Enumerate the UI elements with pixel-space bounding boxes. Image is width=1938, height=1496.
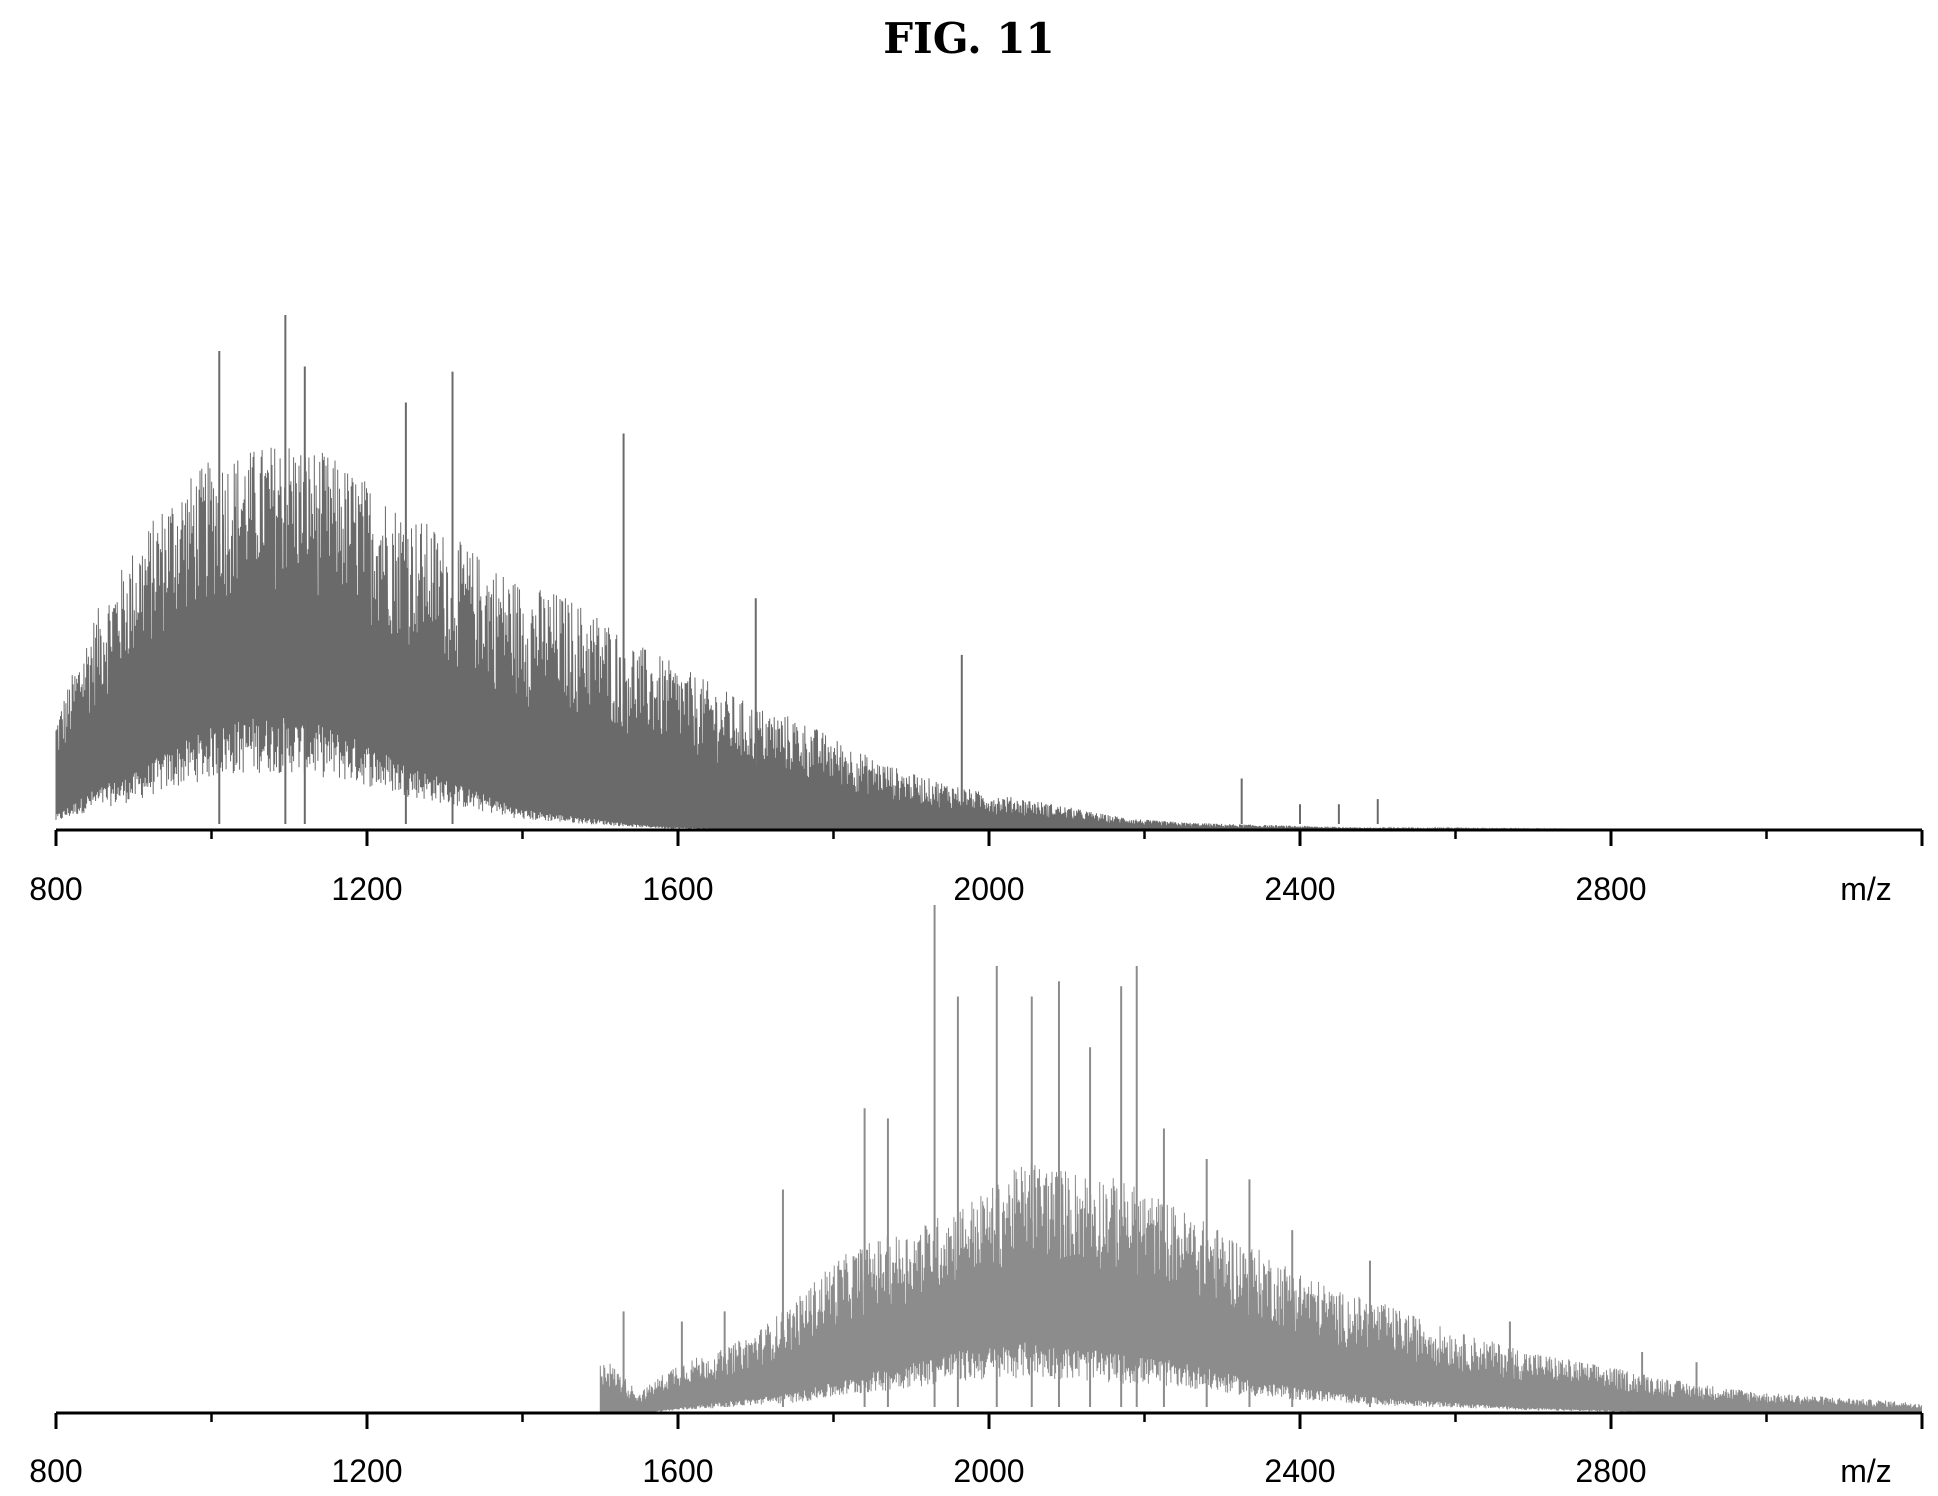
spectrum-panel-top: 800 1200 1600 2000 2400 2800 m/z [29, 315, 1924, 907]
x-tick-label: 2000 [953, 871, 1024, 907]
x-tick-label: 2800 [1575, 871, 1646, 907]
figure-title: FIG. 11 [883, 14, 1055, 63]
x-tick-label: 2400 [1264, 1453, 1335, 1489]
x-tick-label: 1200 [331, 1453, 402, 1489]
x-axis-label: m/z [1840, 871, 1892, 907]
spectrum-trace [55, 447, 1689, 832]
x-tick-label: 1600 [642, 1453, 713, 1489]
x-tick-label: 1600 [642, 871, 713, 907]
x-tick-label: 2000 [953, 1453, 1024, 1489]
x-tick-label: 2800 [1575, 1453, 1646, 1489]
spectrum-panel-bottom: 800 1200 1600 2000 2400 2800 m/z [29, 905, 1924, 1489]
x-tick-label: 800 [29, 871, 82, 907]
x-tick-label: 2400 [1264, 871, 1335, 907]
x-tick-label: 800 [29, 1453, 82, 1489]
x-tick-label: 1200 [331, 871, 402, 907]
x-axis-label: m/z [1840, 1453, 1892, 1489]
spectrum-trace [599, 1164, 1922, 1414]
